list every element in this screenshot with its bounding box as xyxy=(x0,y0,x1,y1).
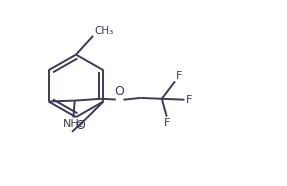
Text: NH₂: NH₂ xyxy=(63,119,84,129)
Text: CH₃: CH₃ xyxy=(94,25,113,36)
Text: F: F xyxy=(176,71,183,81)
Text: F: F xyxy=(164,118,170,128)
Text: O: O xyxy=(75,119,85,132)
Text: O: O xyxy=(115,85,125,98)
Text: F: F xyxy=(185,95,192,105)
